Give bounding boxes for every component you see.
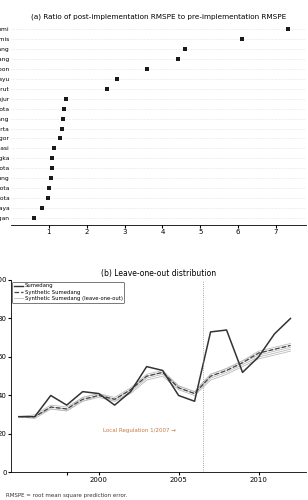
Legend: Sumedang, Synthetic Sumedang, Synthetic Sumedang (leave-one-out): Sumedang, Synthetic Sumedang, Synthetic … <box>12 282 124 303</box>
Text: RMSPE = root mean square prediction error.: RMSPE = root mean square prediction erro… <box>6 494 128 498</box>
Point <box>49 164 54 172</box>
Text: Local Regulation 1/2007 →: Local Regulation 1/2007 → <box>103 428 176 432</box>
Point <box>47 184 52 192</box>
Point <box>183 46 188 54</box>
Point <box>240 36 245 44</box>
Point <box>63 95 68 103</box>
Point <box>50 154 55 162</box>
Point <box>61 114 66 122</box>
Point <box>115 75 120 83</box>
Point <box>285 26 290 34</box>
Point <box>46 194 51 202</box>
Point <box>52 144 57 152</box>
Point <box>145 65 150 73</box>
Point <box>175 55 180 63</box>
Point <box>39 204 44 212</box>
Point <box>32 214 37 222</box>
Point <box>61 104 66 112</box>
Point <box>105 85 110 93</box>
Title: (b) Leave-one-out distribution: (b) Leave-one-out distribution <box>101 269 216 278</box>
Point <box>59 124 64 132</box>
Point <box>58 134 63 142</box>
Title: (a) Ratio of post-implementation RMSPE to pre-implementation RMSPE: (a) Ratio of post-implementation RMSPE t… <box>31 14 286 20</box>
Point <box>48 174 53 182</box>
